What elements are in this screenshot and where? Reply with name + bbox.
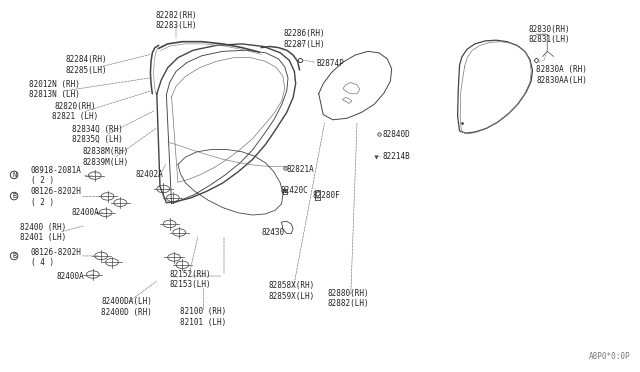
- Text: 82012N (RH)
82813N (LH): 82012N (RH) 82813N (LH): [29, 80, 80, 99]
- Text: 82286(RH)
82287(LH): 82286(RH) 82287(LH): [283, 29, 325, 49]
- Text: 82880(RH)
82882(LH): 82880(RH) 82882(LH): [328, 289, 370, 308]
- Text: 82152(RH)
82153(LH): 82152(RH) 82153(LH): [170, 270, 212, 289]
- Text: 08126-8202H
( 2 ): 08126-8202H ( 2 ): [31, 187, 81, 207]
- Text: 82402A: 82402A: [136, 170, 163, 179]
- Text: 82400DA(LH)
82400D (RH): 82400DA(LH) 82400D (RH): [101, 297, 152, 317]
- Text: 82214B: 82214B: [383, 153, 410, 161]
- Text: 82284(RH)
82285(LH): 82284(RH) 82285(LH): [65, 55, 108, 75]
- Text: 82858X(RH)
82859X(LH): 82858X(RH) 82859X(LH): [268, 281, 314, 301]
- Text: 82830(RH)
82831(LH): 82830(RH) 82831(LH): [528, 25, 570, 44]
- Text: 82430: 82430: [261, 228, 284, 237]
- Text: 82400A: 82400A: [72, 208, 99, 217]
- Text: B: B: [12, 253, 16, 259]
- Text: 82100 (RH)
82101 (LH): 82100 (RH) 82101 (LH): [180, 307, 227, 327]
- Text: B: B: [12, 193, 16, 199]
- Text: 82830A (RH)
82830AA(LH): 82830A (RH) 82830AA(LH): [536, 65, 588, 85]
- Text: 82400A: 82400A: [56, 272, 84, 280]
- Text: 82420C: 82420C: [280, 186, 308, 195]
- Text: 82820(RH)
82821 (LH): 82820(RH) 82821 (LH): [52, 102, 99, 121]
- Text: A8P0*0:0P: A8P0*0:0P: [589, 352, 630, 361]
- Text: 82834Q (RH)
82835Q (LH): 82834Q (RH) 82835Q (LH): [72, 125, 123, 144]
- Text: 82282(RH)
82283(LH): 82282(RH) 82283(LH): [155, 11, 197, 30]
- Text: 82840D: 82840D: [383, 130, 410, 139]
- Text: 08126-8202H
( 4 ): 08126-8202H ( 4 ): [31, 248, 81, 267]
- Text: B2874P: B2874P: [317, 59, 344, 68]
- Text: 82838M(RH)
82839M(LH): 82838M(RH) 82839M(LH): [83, 147, 129, 167]
- Text: 82280F: 82280F: [312, 191, 340, 200]
- Text: 08918-2081A
( 2 ): 08918-2081A ( 2 ): [31, 166, 81, 185]
- Text: 82400 (RH)
82401 (LH): 82400 (RH) 82401 (LH): [20, 223, 67, 242]
- Text: N: N: [12, 172, 16, 178]
- Text: 82821A: 82821A: [287, 165, 314, 174]
